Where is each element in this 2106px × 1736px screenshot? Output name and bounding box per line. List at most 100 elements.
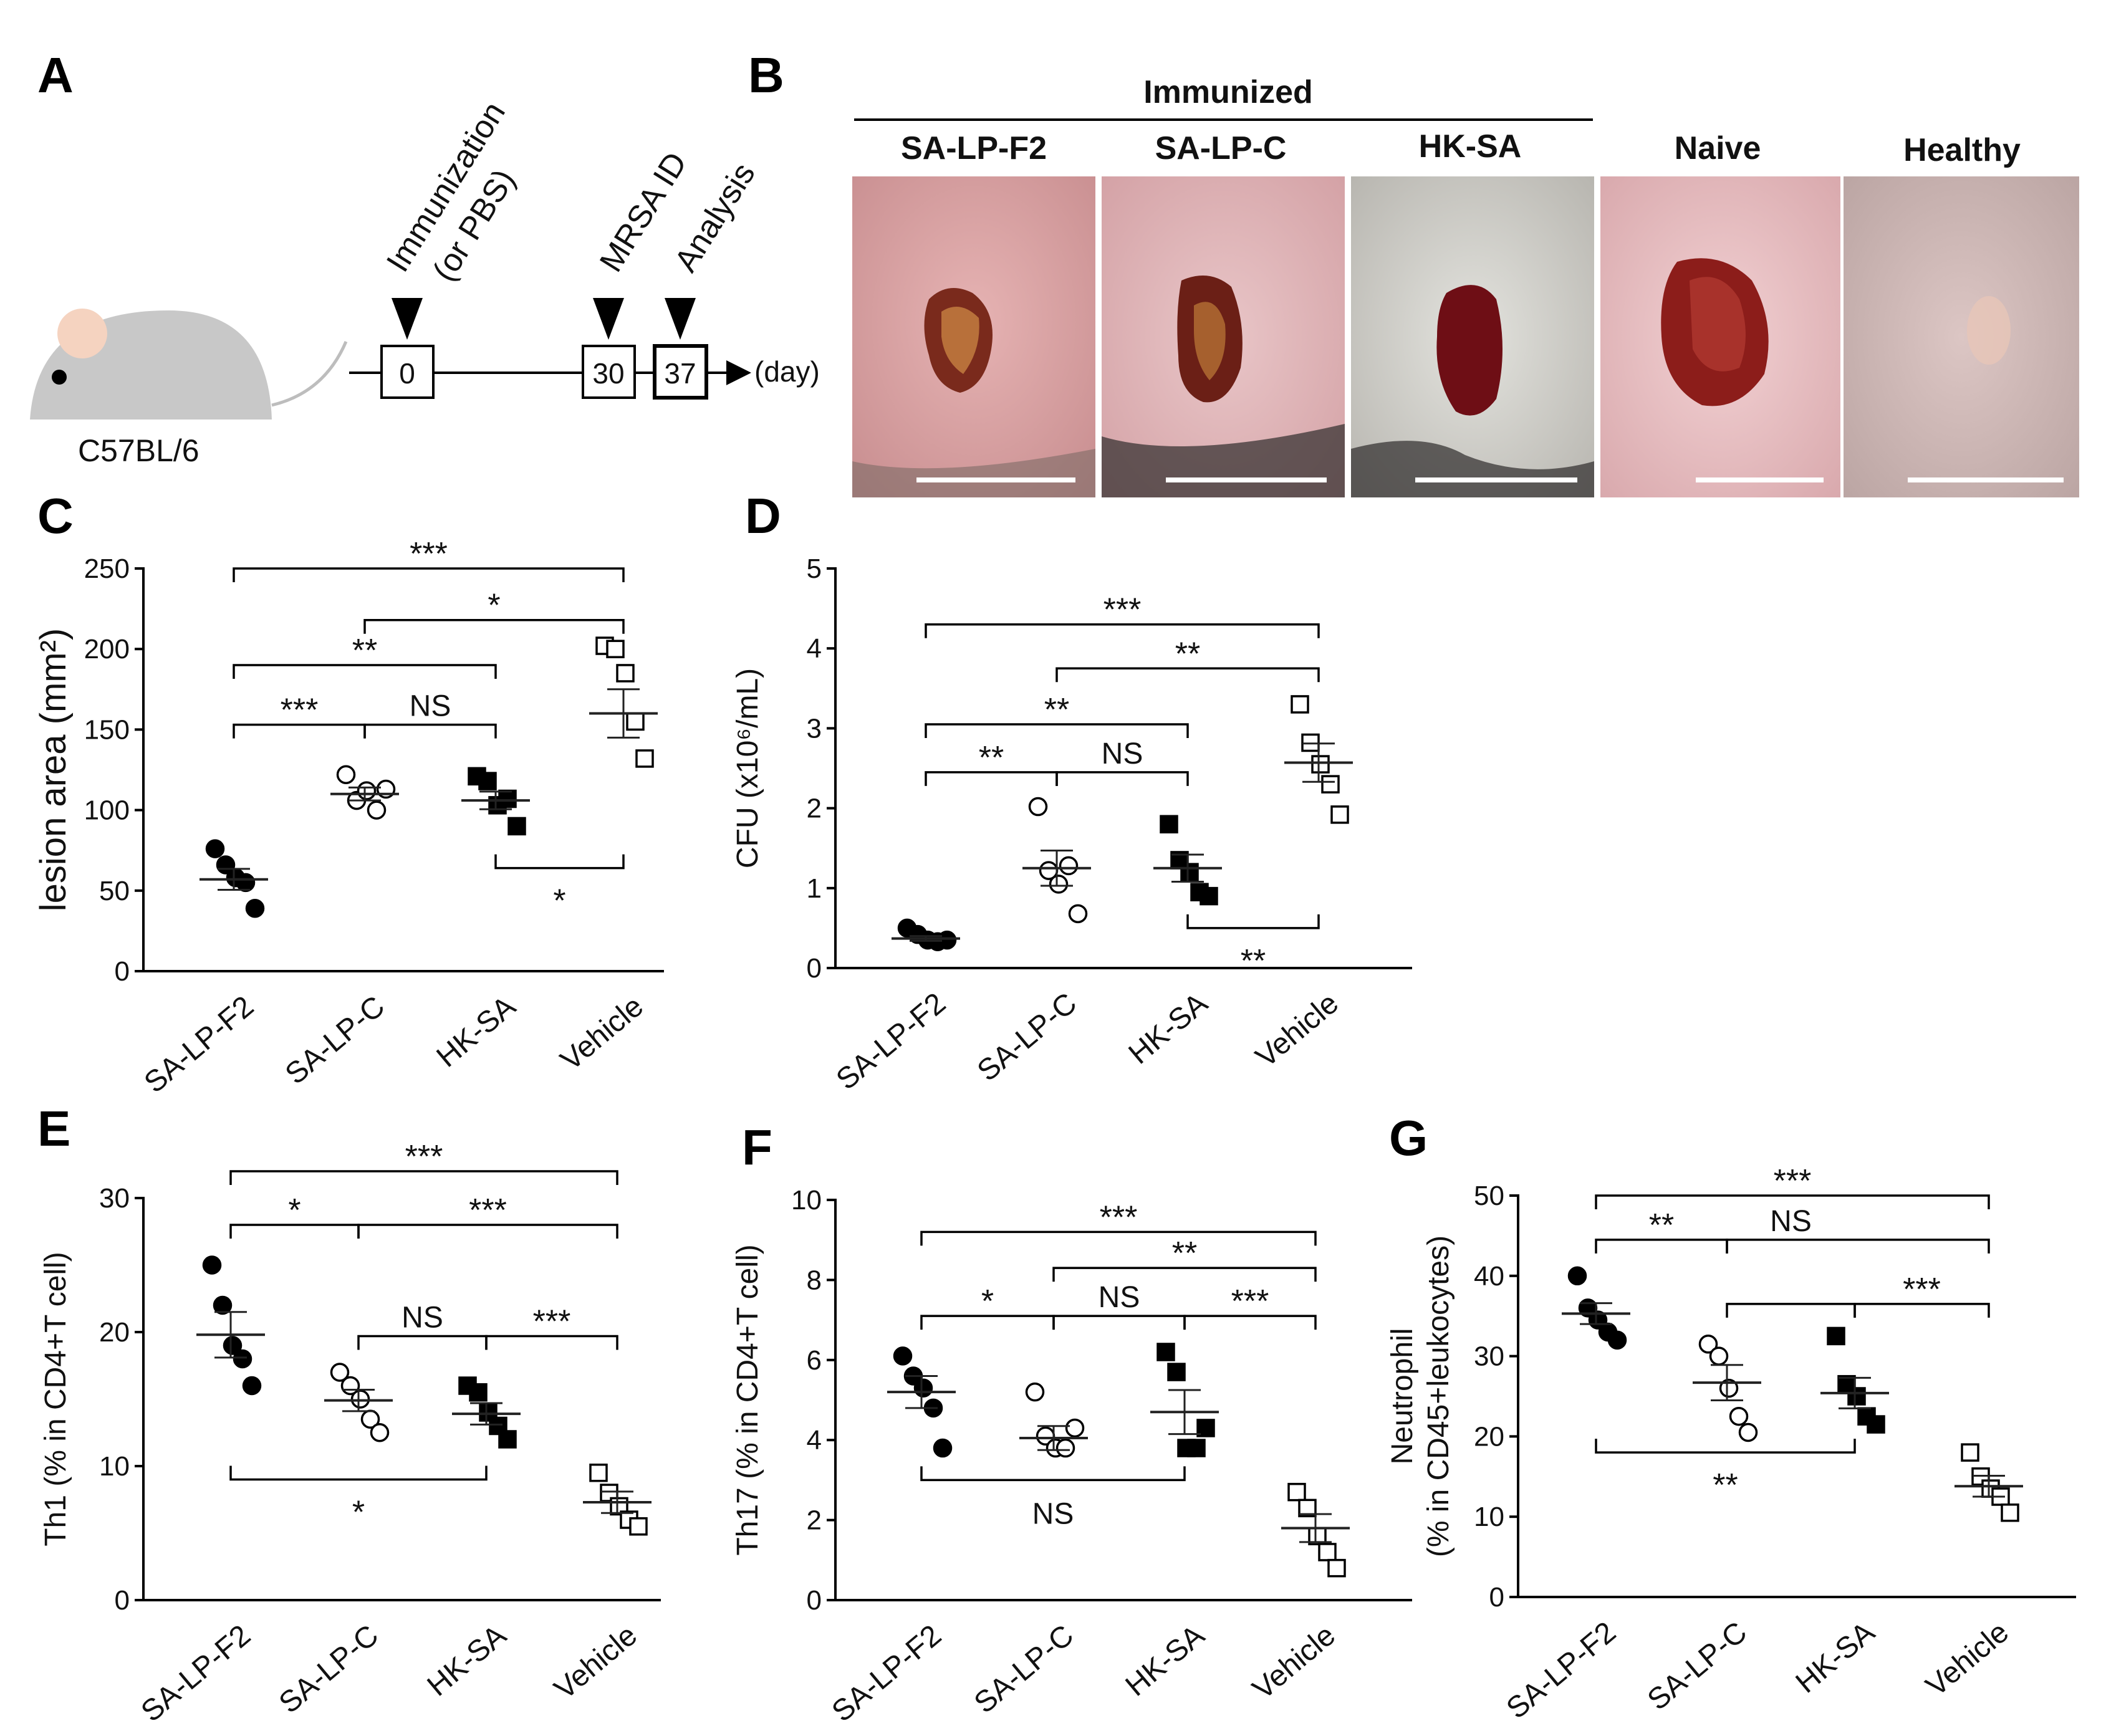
data-point xyxy=(236,873,256,893)
day-box-30 xyxy=(582,345,636,399)
significance-label: *** xyxy=(405,1139,443,1175)
significance-bracket xyxy=(357,1335,488,1350)
data-point xyxy=(1330,805,1349,824)
data-point xyxy=(1847,1387,1866,1406)
photo-sa-lp-c xyxy=(1102,176,1345,497)
y-tick-label: 100 xyxy=(84,795,130,826)
significance-label: ** xyxy=(1175,636,1200,672)
significance-label: NS xyxy=(410,690,451,723)
data-point xyxy=(1709,1346,1729,1366)
data-point xyxy=(357,781,377,800)
data-point xyxy=(1567,1266,1587,1286)
data-point xyxy=(1961,1443,1979,1462)
data-point xyxy=(606,640,625,658)
data-point xyxy=(1167,1363,1186,1381)
y-tick-label: 2 xyxy=(807,1505,822,1536)
day-unit-label: (day) xyxy=(754,355,820,388)
x-tick-label: SA-LP-F2 xyxy=(135,1619,257,1729)
panel-label-d: D xyxy=(745,488,781,544)
significance-bracket xyxy=(1052,1315,1186,1330)
data-point xyxy=(350,1389,370,1409)
significance-label: NS xyxy=(1770,1205,1812,1238)
data-point xyxy=(626,712,645,731)
y-tick-label: 30 xyxy=(99,1183,130,1214)
data-point xyxy=(478,772,497,790)
significance-bracket xyxy=(229,1170,618,1185)
mouse-ear xyxy=(57,309,107,358)
significance-bracket xyxy=(925,723,1189,738)
data-point xyxy=(1729,1406,1749,1426)
data-point xyxy=(589,1464,608,1482)
significance-label: * xyxy=(553,883,565,919)
y-tick-label: 4 xyxy=(807,1425,822,1455)
significance-bracket xyxy=(494,854,625,870)
x-tick-label: SA-LP-C xyxy=(971,987,1083,1088)
data-point xyxy=(498,1430,517,1449)
y-tick-label: 10 xyxy=(791,1185,822,1216)
mouse-strain-label: C57BL/6 xyxy=(78,433,200,468)
significance-label: ** xyxy=(1172,1235,1197,1272)
significance-label: *** xyxy=(1100,1199,1138,1235)
significance-label: ** xyxy=(1044,692,1069,728)
data-point xyxy=(242,1376,262,1396)
x-tick-label: SA-LP-C xyxy=(968,1619,1080,1720)
y-tick-label: 150 xyxy=(84,714,130,745)
timeline-arrowhead xyxy=(726,360,751,385)
photo-label-sa-lp-f2: SA-LP-F2 xyxy=(901,130,1047,166)
y-axis-label: Neutrophil xyxy=(1386,1328,1419,1465)
significance-bracket xyxy=(925,623,1320,638)
day-box-0 xyxy=(380,345,435,399)
panel-label-c: C xyxy=(37,488,74,544)
x-tick-label: SA-LP-C xyxy=(279,990,391,1091)
x-tick-label: SA-LP-C xyxy=(1642,1616,1753,1717)
significance-label: ** xyxy=(1649,1207,1674,1244)
mouse-tail xyxy=(271,341,348,407)
significance-label: *** xyxy=(1231,1283,1269,1320)
chart-d: 0 1 2 3 4 5 SA-LP-F2 SA-LP-C HK-SA Vehicle CFU (x1… xyxy=(731,554,1412,1096)
x-tick-label: Vehicle xyxy=(548,1619,643,1706)
significance-bracket xyxy=(1854,1303,1990,1318)
photo-label-naive: Naive xyxy=(1675,130,1761,166)
y-tick-label: 10 xyxy=(1474,1502,1504,1532)
significance-label: NS xyxy=(1099,1281,1140,1314)
data-point xyxy=(223,1336,243,1355)
data-point xyxy=(1327,1558,1346,1578)
day-label-0: 0 xyxy=(399,357,415,390)
y-tick-label: 2 xyxy=(807,794,822,824)
immunization-marker-icon xyxy=(392,298,423,340)
significance-bracket xyxy=(1055,771,1189,786)
mouse-eye xyxy=(52,370,67,385)
y-tick-label: 10 xyxy=(99,1451,130,1482)
significance-label: ** xyxy=(1241,943,1266,979)
y-tick-label: 0 xyxy=(115,956,130,987)
data-point xyxy=(479,1403,498,1422)
data-point xyxy=(1200,886,1218,906)
significance-label: *** xyxy=(281,693,319,729)
panel-a: A C57BL/6 0 30 37 (day) Immunization (or… xyxy=(30,47,820,468)
panel-label-f: F xyxy=(742,1120,772,1175)
x-tick-label: HK-SA xyxy=(1123,987,1214,1071)
y-tick-label: 3 xyxy=(807,713,822,744)
photo-sa-lp-f2 xyxy=(852,176,1095,497)
panel-b: B Immunized SA-LP-F2 SA-LP-C HK-SA Naive… xyxy=(748,47,2079,497)
x-tick-label: Vehicle xyxy=(1920,1616,2015,1703)
y-tick-label: 5 xyxy=(807,554,822,584)
significance-label: ** xyxy=(352,633,377,669)
photo-label-sa-lp-c: SA-LP-C xyxy=(1155,130,1287,166)
significance-label: * xyxy=(352,1495,365,1531)
data-point xyxy=(1311,755,1330,774)
day-label-37: 37 xyxy=(664,357,696,390)
data-point xyxy=(1321,775,1340,794)
y-axis-label: CFU (x10⁶/mL) xyxy=(731,668,764,868)
y-axis-label-2: (% in CD45+leukocytes) xyxy=(1422,1235,1455,1557)
x-tick-label: SA-LP-F2 xyxy=(830,987,952,1096)
significance-label: *** xyxy=(1774,1163,1812,1199)
y-axis-label: Th17 (% in CD4+T cell) xyxy=(731,1244,764,1555)
data-point xyxy=(1291,695,1309,714)
significance-bracket xyxy=(1726,1239,1990,1254)
significance-label: NS xyxy=(401,1301,443,1334)
significance-bracket xyxy=(920,1466,1186,1482)
y-tick-label: 50 xyxy=(99,876,130,906)
y-tick-label: 4 xyxy=(807,633,822,664)
